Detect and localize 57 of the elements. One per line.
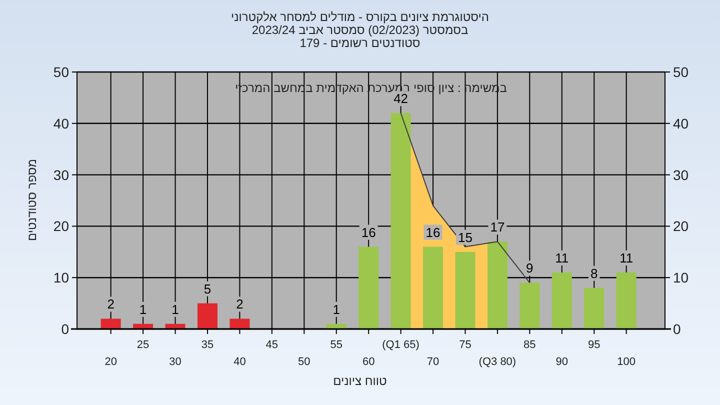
y-tick-label: 10 [53, 270, 70, 286]
data-label: 11 [553, 250, 571, 266]
y2-tick-label: 30 [673, 166, 689, 183]
y2-tick-label: 20 [673, 218, 689, 234]
y-axis-title: מספר סטודנטים [25, 158, 39, 242]
data-label: 9 [524, 260, 536, 276]
x-tick-label: 75 [459, 339, 472, 351]
data-label: 2 [105, 296, 116, 312]
y-tick-label: 0 [61, 321, 70, 337]
y-tick-label: 40 [53, 115, 70, 132]
bar [230, 318, 250, 329]
x-tick-label: 40 [234, 356, 246, 368]
x-tick-label: 45 [266, 339, 278, 351]
x-tick-label: 35 [201, 339, 214, 351]
x-tick-label: 70 [426, 356, 440, 368]
x-tick-label: 60 [362, 356, 375, 368]
x-tick-label: 25 [136, 339, 150, 351]
x-tick-label: (Q3 80) [478, 356, 516, 368]
y2-tick-label: 10 [673, 270, 689, 286]
bar [616, 272, 636, 329]
bar [455, 252, 476, 329]
bar [198, 303, 218, 329]
x-tick-label: 85 [524, 339, 536, 351]
bar [100, 318, 121, 329]
bar [358, 246, 379, 329]
data-label: 42 [392, 91, 410, 106]
y-tick-label: 20 [53, 218, 70, 234]
data-label: 17 [488, 220, 507, 235]
y2-tick-label: 0 [673, 321, 681, 337]
x-tick-label: 90 [556, 356, 568, 368]
text: סטודנטים רשומים - 179 [300, 36, 420, 50]
x-tick-label: (Q1 65) [382, 339, 420, 351]
data-label: 1 [330, 302, 342, 317]
x-tick-label: 50 [298, 356, 310, 368]
bar [552, 272, 572, 329]
bar [390, 113, 411, 329]
bar [584, 288, 604, 329]
x-tick-label: 55 [330, 339, 342, 351]
bar [423, 246, 444, 329]
y2-tick-label: 50 [673, 64, 689, 80]
y-tick-label: 50 [53, 64, 70, 80]
data-label: 15 [456, 230, 474, 245]
bar [520, 282, 540, 329]
bar [487, 242, 508, 329]
x-tick-label: 100 [617, 356, 636, 368]
y2-tick-label: 40 [673, 115, 689, 132]
data-label: 8 [588, 266, 600, 281]
data-label: 11 [618, 250, 636, 266]
chart-title: היסטוגרמת ציונים בקורס - מודלים למסחר אלקטרוני [230, 10, 490, 24]
text: בסמסטר (02/2023) סמסטר אביב 2023/24 [252, 23, 468, 37]
x-axis-title: טווח ציונים [333, 374, 388, 388]
data-label: 2 [234, 296, 246, 312]
x-tick-label: 30 [169, 356, 182, 368]
x-tick-label: 95 [588, 339, 600, 351]
y-tick-label: 30 [53, 166, 70, 183]
data-label: 1 [170, 302, 181, 317]
x-tick-label: 20 [104, 356, 117, 368]
